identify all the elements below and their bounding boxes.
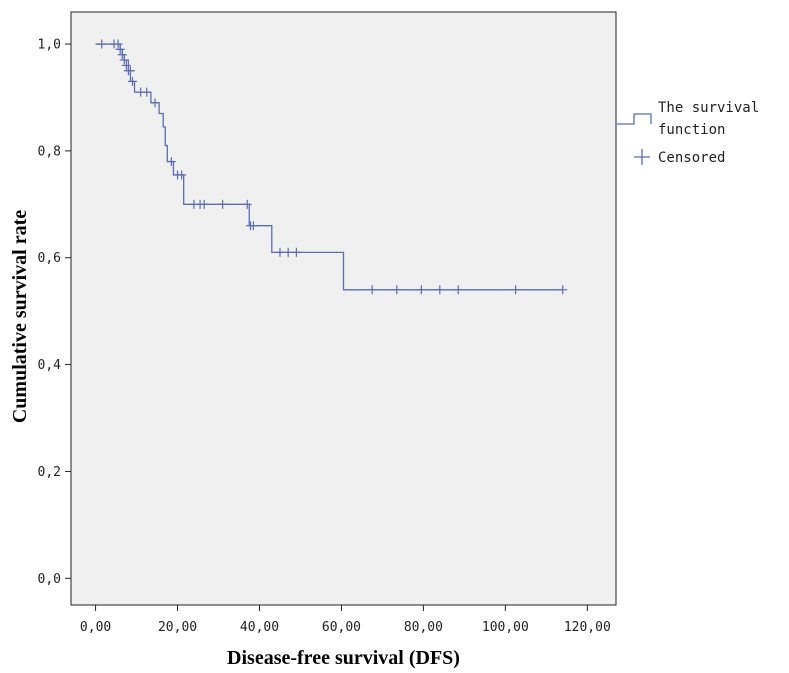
censored-point (218, 199, 228, 209)
legend-label-survival-line1: The survival (658, 100, 759, 116)
y-axis: 0,0 0,2 0,4 0,6 0,8 1,0 (38, 38, 71, 587)
censored-point (435, 285, 445, 295)
censored-point (125, 66, 135, 76)
censored-point (121, 60, 131, 70)
censored-point (113, 39, 123, 49)
censored-point (97, 39, 107, 49)
y-tick-label: 0,2 (38, 465, 61, 480)
censored-point (166, 157, 176, 167)
censored-point (127, 76, 137, 86)
censored-point (291, 247, 301, 257)
censored-point (177, 170, 187, 180)
x-tick-label: 20,00 (158, 620, 197, 635)
censored-point (248, 221, 258, 231)
censored-point (283, 247, 293, 257)
censored-point (416, 285, 426, 295)
legend-step-line-symbol (617, 113, 652, 125)
censored-point (275, 247, 285, 257)
censored-point (142, 87, 152, 97)
y-axis-title: Cumulative survival rate (9, 210, 31, 423)
censored-point (392, 285, 402, 295)
x-tick-label: 40,00 (240, 620, 279, 635)
censored-point (115, 44, 125, 54)
censored-point (150, 98, 160, 108)
plot-area (70, 11, 617, 606)
censored-point (119, 55, 129, 65)
censored-point (558, 285, 568, 295)
censored-point (242, 199, 252, 209)
x-tick-label: 120,00 (564, 620, 611, 635)
censored-point (117, 50, 127, 60)
x-tick-label: 0,00 (80, 620, 111, 635)
y-tick-label: 0,0 (38, 572, 61, 587)
x-axis: 0,00 20,00 40,00 60,00 80,00 100,00 120,00 (80, 605, 611, 635)
censored-markers (97, 39, 568, 295)
x-tick-label: 80,00 (404, 620, 443, 635)
censored-point (453, 285, 463, 295)
censored-point (199, 199, 209, 209)
legend-plus-symbol (634, 149, 650, 165)
x-axis-title: Disease-free survival (DFS) (227, 647, 460, 669)
legend-plus-mark (634, 149, 650, 165)
y-tick-label: 0,8 (38, 144, 61, 159)
censored-point (367, 285, 377, 295)
legend: The survival function Censored (617, 100, 759, 166)
legend-label-censored: Censored (658, 150, 725, 166)
y-tick-label: 1,0 (38, 38, 61, 53)
x-tick-label: 100,00 (482, 620, 529, 635)
legend-label-survival-line2: function (658, 122, 725, 138)
censored-point (511, 285, 521, 295)
x-tick-label: 60,00 (322, 620, 361, 635)
y-tick-label: 0,4 (38, 358, 62, 373)
y-tick-label: 0,6 (38, 251, 61, 266)
